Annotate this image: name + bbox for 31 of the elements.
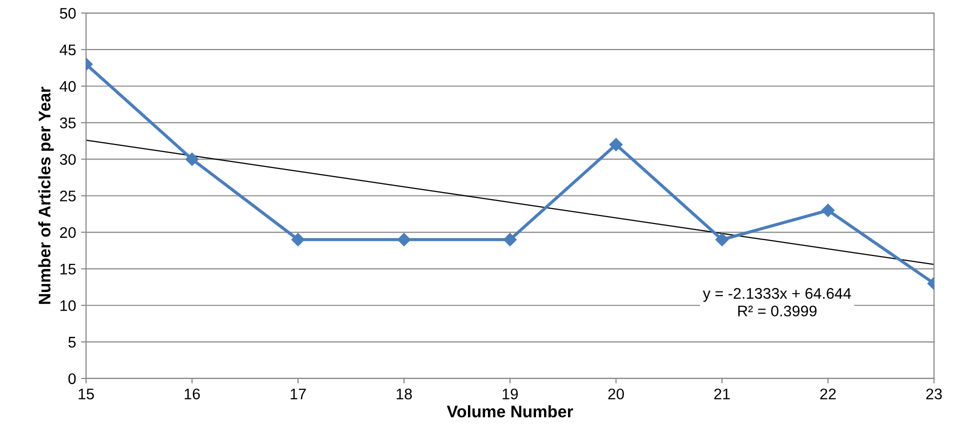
x-tick-label: 22 bbox=[820, 388, 836, 400]
point bbox=[821, 204, 835, 217]
y-tick-label: 25 bbox=[60, 190, 76, 202]
x-tick-label: 16 bbox=[184, 388, 200, 400]
y-tick-label: 0 bbox=[68, 373, 76, 384]
y-tick-label: 45 bbox=[60, 44, 76, 56]
y-axis-title: Number of Articles per Year bbox=[38, 86, 54, 304]
annotation: y = -2.1333x + 64.644 bbox=[702, 288, 852, 302]
y-tick-label: 30 bbox=[60, 154, 76, 165]
y-tick-label: 20 bbox=[60, 227, 76, 238]
y-tick-label: 5 bbox=[68, 336, 76, 348]
x-tick-label: 23 bbox=[926, 388, 942, 400]
y-tick-label: 15 bbox=[60, 264, 76, 275]
y-tick-label: 10 bbox=[60, 300, 76, 312]
point bbox=[397, 233, 411, 246]
y-tick-label: 50 bbox=[60, 8, 76, 19]
x-tick-label: 17 bbox=[290, 388, 306, 400]
annotation: R² = 0.3999 bbox=[738, 306, 817, 316]
point bbox=[503, 233, 517, 246]
point bbox=[185, 152, 199, 166]
point bbox=[291, 233, 305, 246]
point bbox=[715, 233, 729, 246]
point bbox=[609, 138, 623, 152]
x-tick-label: 21 bbox=[714, 388, 730, 400]
y-tick-label: 40 bbox=[60, 81, 76, 92]
x-tick-label: 20 bbox=[608, 388, 624, 400]
x-tick-label: 18 bbox=[396, 388, 412, 400]
y-tick-label: 35 bbox=[60, 118, 76, 128]
x-axis-title: Volume Number bbox=[446, 405, 574, 418]
x-tick-label: 15 bbox=[78, 388, 94, 400]
x-tick-label: 19 bbox=[502, 388, 518, 400]
